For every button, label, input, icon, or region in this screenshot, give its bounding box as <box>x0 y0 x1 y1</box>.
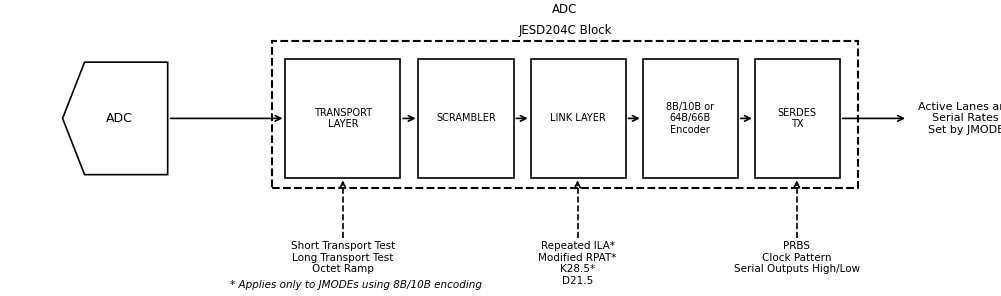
Bar <box>643 59 738 178</box>
Polygon shape <box>62 62 168 175</box>
Text: * Applies only to JMODEs using 8B/10B encoding: * Applies only to JMODEs using 8B/10B en… <box>230 280 482 290</box>
Bar <box>285 59 400 178</box>
Text: Repeated ILA*
Modified RPAT*
K28.5*
D21.5: Repeated ILA* Modified RPAT* K28.5* D21.… <box>539 241 617 286</box>
Bar <box>272 41 858 188</box>
Text: ADC: ADC <box>106 112 132 125</box>
Text: Short Transport Test
Long Transport Test
Octet Ramp: Short Transport Test Long Transport Test… <box>290 241 395 274</box>
Text: TRANSPORT
LAYER: TRANSPORT LAYER <box>313 108 372 129</box>
Bar <box>531 59 626 178</box>
Text: Active Lanes and
Serial Rates
Set by JMODE: Active Lanes and Serial Rates Set by JMO… <box>918 102 1001 135</box>
Text: SERDES
TX: SERDES TX <box>778 108 817 129</box>
Bar <box>755 59 840 178</box>
Text: PRBS
Clock Pattern
Serial Outputs High/Low: PRBS Clock Pattern Serial Outputs High/L… <box>734 241 860 274</box>
Text: 8B/10B or
64B/66B
Encoder: 8B/10B or 64B/66B Encoder <box>666 102 715 135</box>
Text: JESD204C Block: JESD204C Block <box>519 24 612 37</box>
Bar <box>418 59 514 178</box>
Text: SCRAMBLER: SCRAMBLER <box>436 113 495 123</box>
Text: LINK LAYER: LINK LAYER <box>551 113 606 123</box>
Text: ADC: ADC <box>553 3 578 16</box>
